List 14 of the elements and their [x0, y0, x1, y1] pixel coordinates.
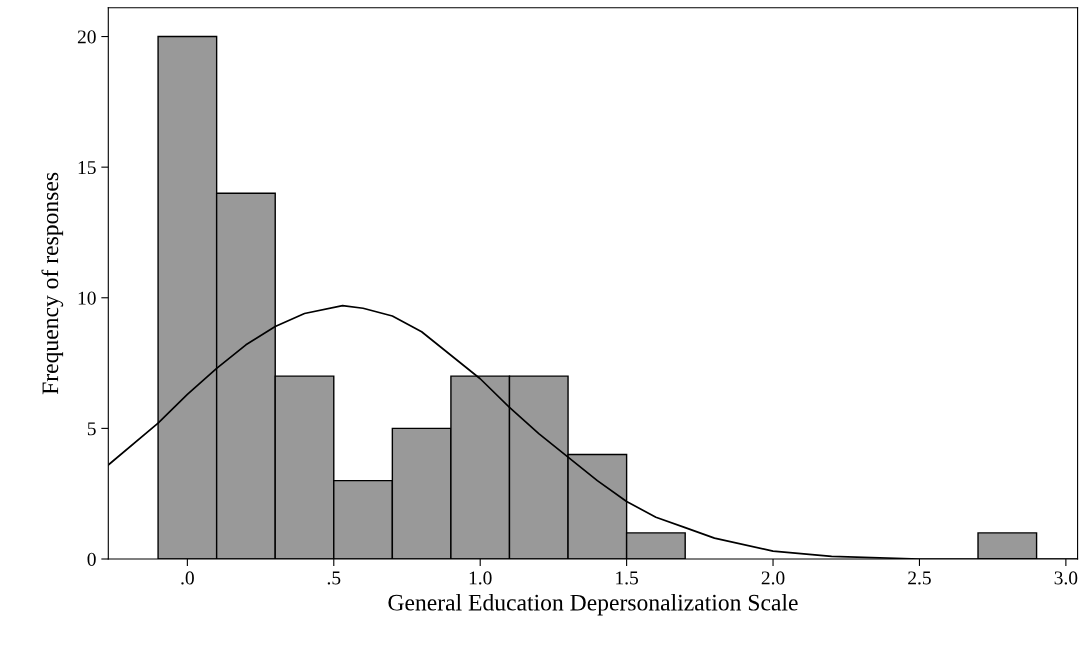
x-tick-label: 1.0 [469, 571, 492, 585]
x-tick-label: 2.0 [761, 571, 785, 585]
y-tick-label: 20 [77, 30, 96, 44]
x-axis-title: General Education Depersonalization Scale [388, 593, 798, 616]
y-axis-title: Frequency of responses [41, 172, 64, 395]
x-tick-label: .0 [181, 571, 194, 585]
x-tick-label: .5 [327, 571, 341, 585]
y-tick-label: 15 [78, 161, 96, 175]
x-tick-label: 3.0 [1054, 571, 1078, 585]
y-tick-label: 5 [87, 422, 96, 436]
x-tick-label: 1.5 [616, 571, 639, 585]
x-tick-label: 2.5 [908, 571, 931, 585]
y-tick-label: 10 [78, 291, 96, 305]
y-tick-label: 0 [87, 552, 96, 566]
